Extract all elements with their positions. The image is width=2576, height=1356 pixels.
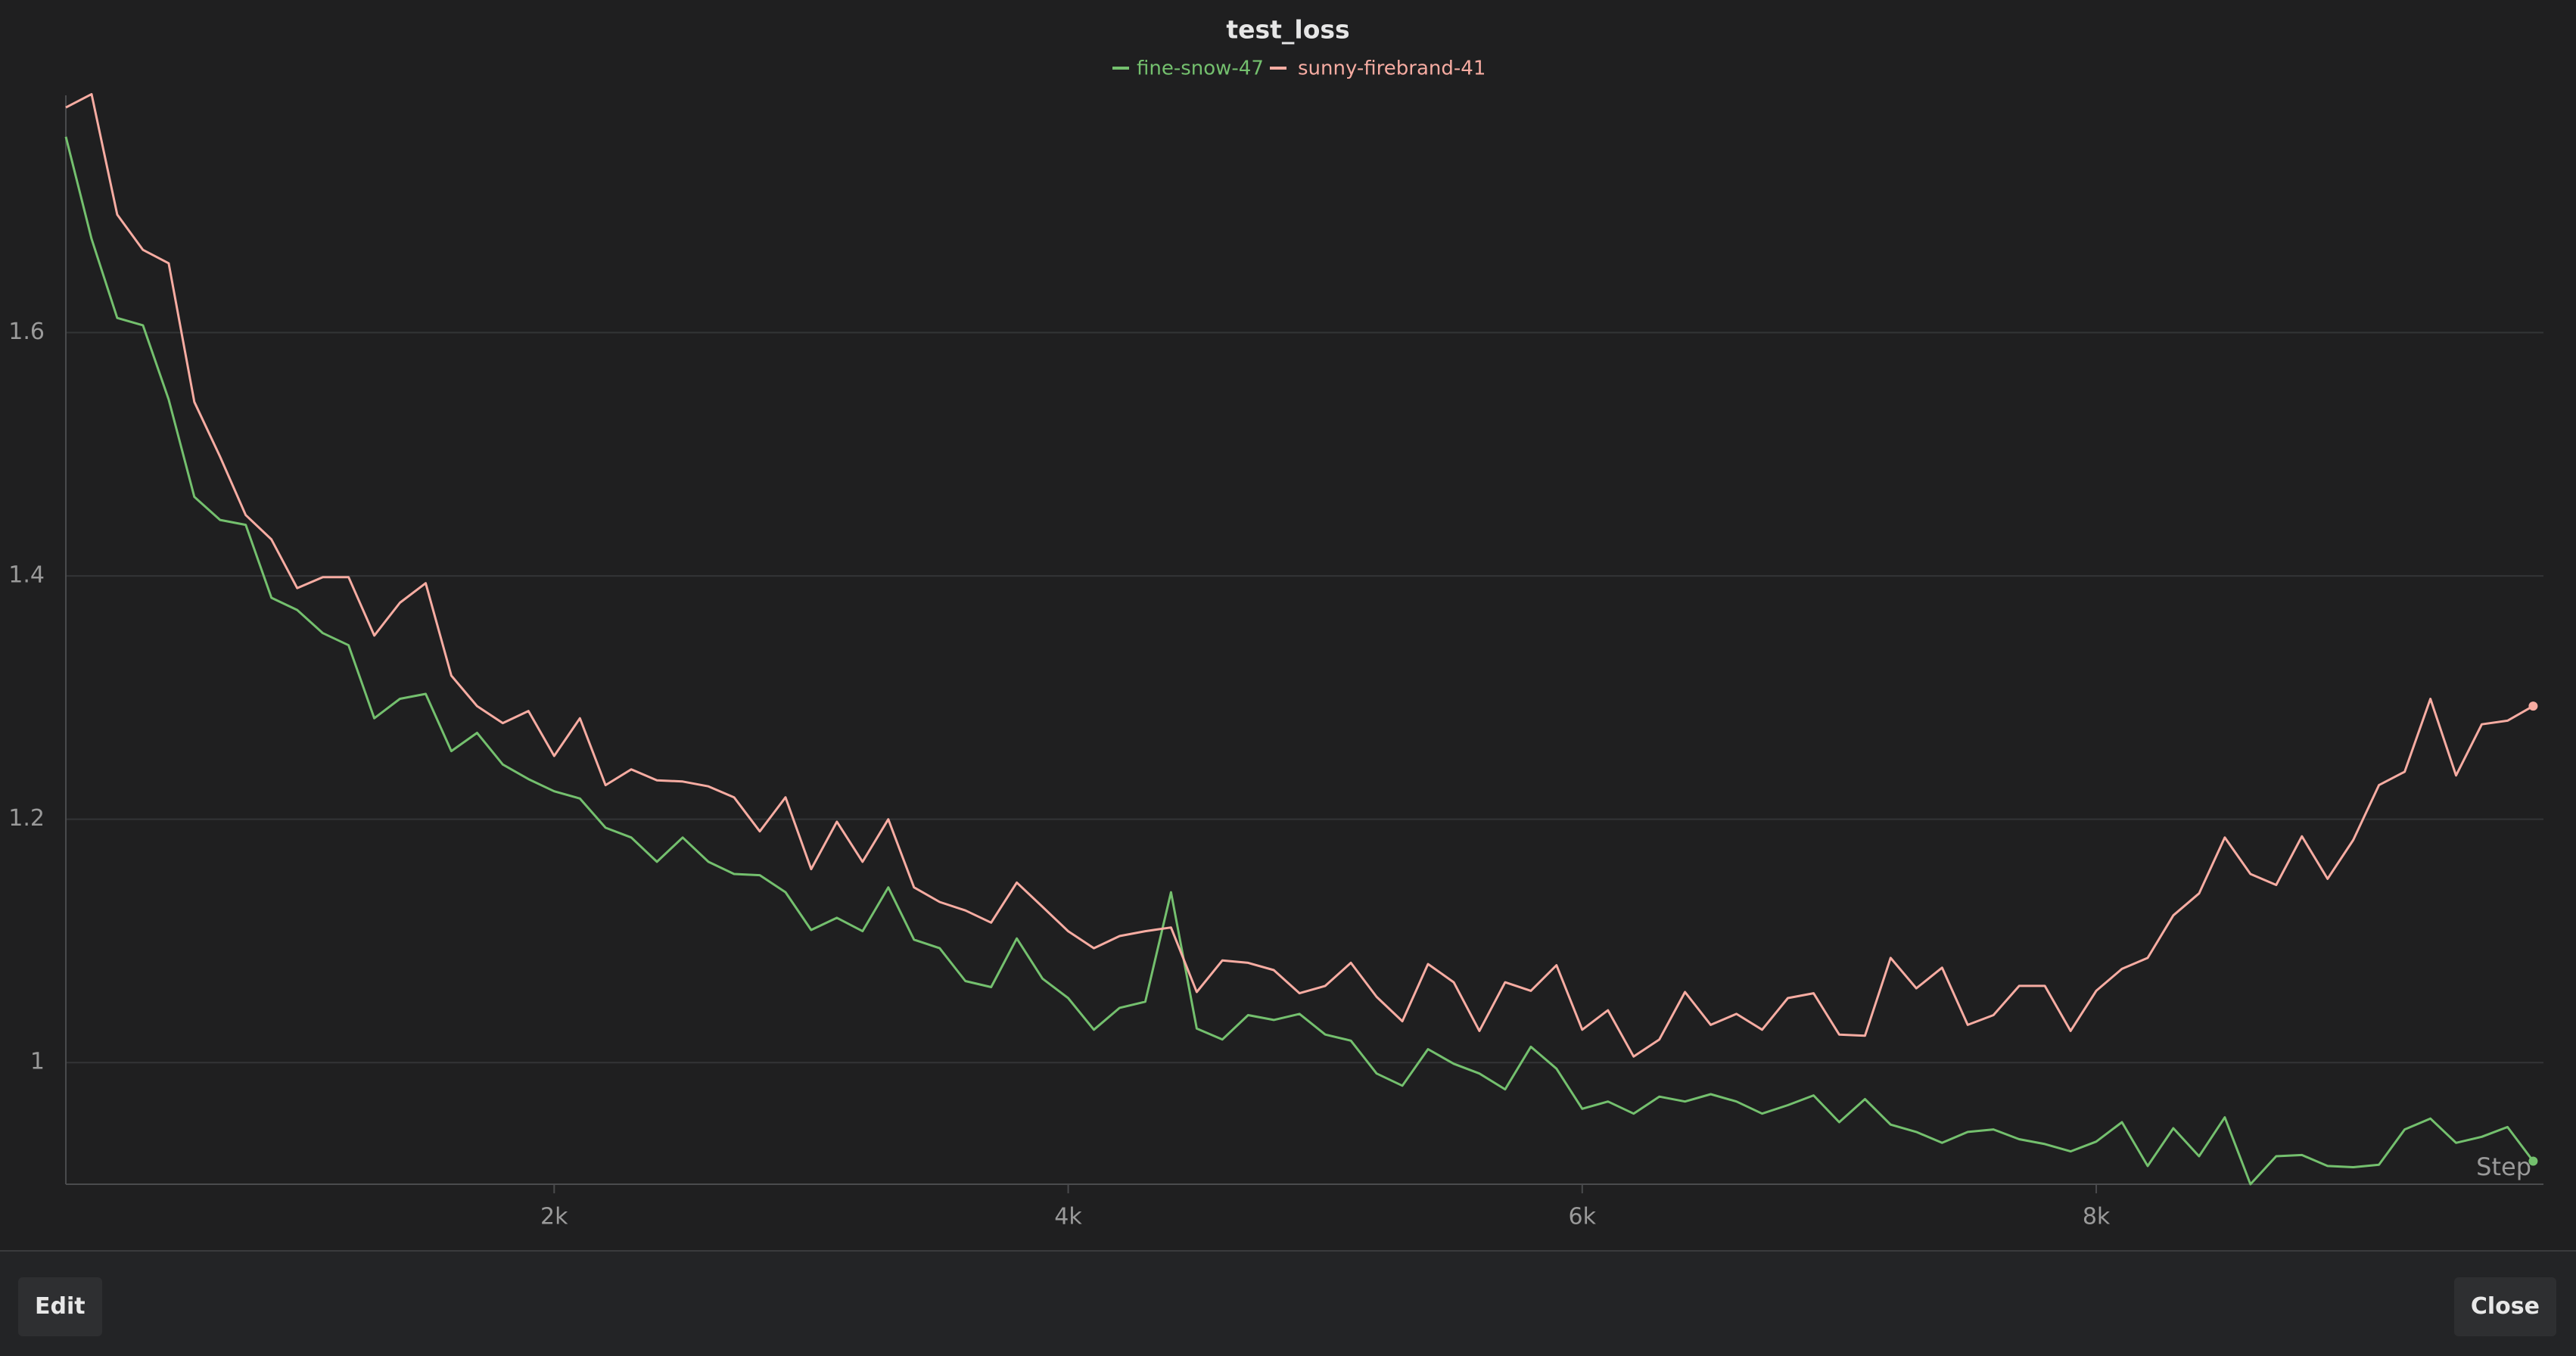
x-axis-label: Step [2476,1152,2531,1181]
y-tick-label: 1.4 [8,562,45,589]
legend-label: sunny-firebrand-41 [1298,58,1486,80]
edit-button[interactable]: Edit [18,1277,102,1336]
x-tick-label: 4k [1054,1204,1082,1230]
series-line [65,92,2534,1058]
end-point [2528,701,2538,711]
y-tick-label: 1.6 [8,319,45,345]
close-button[interactable]: Close [2453,1277,2556,1336]
chart-title: test_loss [1226,15,1349,45]
y-tick-label: 1 [30,1049,45,1075]
x-tick-label: 8k [2083,1204,2111,1230]
y-tick-label: 1.2 [8,805,45,832]
legend-label: fine-snow-47 [1137,58,1264,80]
series-line [64,136,2534,1186]
chart: test_loss 1 1.2 1.4 1.6 2k 4k 6k 8k Step fine-sno… [8,15,2543,1230]
end-point [2528,1156,2538,1166]
x-tick-label: 6k [1569,1204,1597,1230]
x-tick-label: 2k [540,1204,568,1230]
footer: Edit Close [0,1250,2576,1356]
